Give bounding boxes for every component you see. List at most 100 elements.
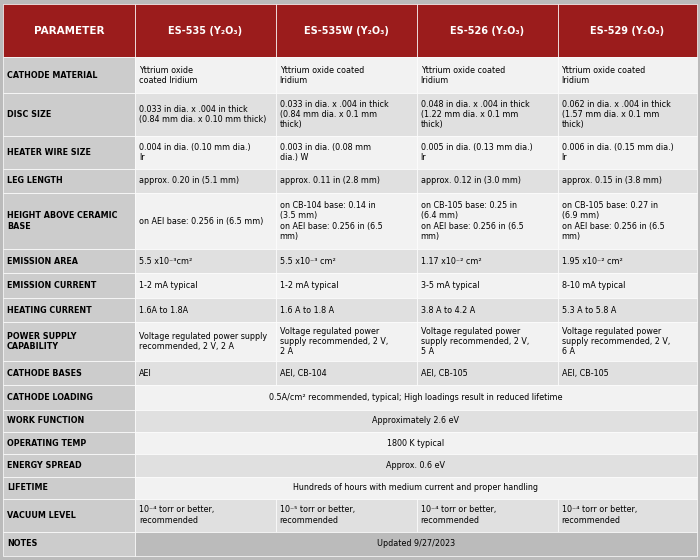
Bar <box>416 361 557 385</box>
Text: WORK FUNCTION: WORK FUNCTION <box>7 417 84 426</box>
Bar <box>276 193 416 249</box>
Bar <box>135 454 697 477</box>
Text: ES-535 (Y₂O₃): ES-535 (Y₂O₃) <box>168 26 242 36</box>
Bar <box>135 385 697 410</box>
Text: Voltage regulated power
supply recommended, 2 V,
6 A: Voltage regulated power supply recommend… <box>561 326 670 357</box>
Text: OPERATING TEMP: OPERATING TEMP <box>7 438 86 448</box>
Bar <box>135 193 276 249</box>
Bar <box>135 361 276 385</box>
Bar <box>135 93 276 136</box>
Text: 1.17 x10⁻² cm²: 1.17 x10⁻² cm² <box>421 256 481 265</box>
Bar <box>3 499 135 531</box>
Text: 3-5 mA typical: 3-5 mA typical <box>421 281 479 290</box>
Text: Approx. 0.6 eV: Approx. 0.6 eV <box>386 461 445 470</box>
Bar <box>557 249 697 273</box>
Bar <box>416 93 557 136</box>
Bar <box>416 169 557 193</box>
Text: CATHODE BASES: CATHODE BASES <box>7 368 82 377</box>
Bar <box>276 323 416 361</box>
Text: Hundreds of hours with medium current and proper handling: Hundreds of hours with medium current an… <box>293 483 538 492</box>
Bar <box>3 4 135 58</box>
Bar <box>557 323 697 361</box>
Text: 10⁻⁵ torr or better,
recommended: 10⁻⁵ torr or better, recommended <box>280 506 355 525</box>
Bar <box>135 136 276 169</box>
Bar <box>557 273 697 298</box>
Text: 3.8 A to 4.2 A: 3.8 A to 4.2 A <box>421 306 475 315</box>
Text: Yttrium oxide coated
Iridium: Yttrium oxide coated Iridium <box>421 66 505 85</box>
Text: 0.004 in dia. (0.10 mm dia.)
Ir: 0.004 in dia. (0.10 mm dia.) Ir <box>139 143 251 162</box>
Bar <box>135 531 697 556</box>
Text: ES-529 (Y₂O₃): ES-529 (Y₂O₃) <box>590 26 664 36</box>
Text: LIFETIME: LIFETIME <box>7 483 48 492</box>
Bar <box>135 410 697 432</box>
Bar <box>557 499 697 531</box>
Text: DISC SIZE: DISC SIZE <box>7 110 51 119</box>
Text: 1.6A to 1.8A: 1.6A to 1.8A <box>139 306 188 315</box>
Bar <box>276 499 416 531</box>
Text: Updated 9/27/2023: Updated 9/27/2023 <box>377 539 455 548</box>
Text: Yttrium oxide
coated Iridium: Yttrium oxide coated Iridium <box>139 66 197 85</box>
Text: 1.95 x10⁻² cm²: 1.95 x10⁻² cm² <box>561 256 622 265</box>
Bar <box>135 169 276 193</box>
Text: 0.003 in dia. (0.08 mm
dia.) W: 0.003 in dia. (0.08 mm dia.) W <box>280 143 371 162</box>
Bar <box>135 298 276 323</box>
Text: NOTES: NOTES <box>7 539 37 548</box>
Bar <box>3 136 135 169</box>
Bar <box>276 249 416 273</box>
Bar <box>3 323 135 361</box>
Text: approx. 0.20 in (5.1 mm): approx. 0.20 in (5.1 mm) <box>139 176 239 185</box>
Bar <box>557 298 697 323</box>
Text: CATHODE LOADING: CATHODE LOADING <box>7 393 93 402</box>
Text: HEATER WIRE SIZE: HEATER WIRE SIZE <box>7 148 91 157</box>
Text: approx. 0.11 in (2.8 mm): approx. 0.11 in (2.8 mm) <box>280 176 379 185</box>
Bar <box>557 93 697 136</box>
Text: 0.006 in dia. (0.15 mm dia.)
Ir: 0.006 in dia. (0.15 mm dia.) Ir <box>561 143 673 162</box>
Text: approx. 0.15 in (3.8 mm): approx. 0.15 in (3.8 mm) <box>561 176 661 185</box>
Text: POWER SUPPLY
CAPABILITY: POWER SUPPLY CAPABILITY <box>7 332 76 351</box>
Text: Approximately 2.6 eV: Approximately 2.6 eV <box>372 417 459 426</box>
Text: on CB-104 base: 0.14 in
(3.5 mm)
on AEI base: 0.256 in (6.5
mm): on CB-104 base: 0.14 in (3.5 mm) on AEI … <box>280 201 382 241</box>
Bar <box>3 58 135 93</box>
Bar <box>557 169 697 193</box>
Text: on CB-105 base: 0.27 in
(6.9 mm)
on AEI base: 0.256 in (6.5
mm): on CB-105 base: 0.27 in (6.9 mm) on AEI … <box>561 201 664 241</box>
Bar <box>3 385 135 410</box>
Text: ENERGY SPREAD: ENERGY SPREAD <box>7 461 82 470</box>
Bar <box>276 169 416 193</box>
Bar <box>416 136 557 169</box>
Text: Voltage regulated power
supply recommended, 2 V,
2 A: Voltage regulated power supply recommend… <box>280 326 388 357</box>
Bar <box>135 432 697 454</box>
Text: EMISSION CURRENT: EMISSION CURRENT <box>7 281 97 290</box>
Bar <box>3 454 135 477</box>
Bar <box>557 136 697 169</box>
Bar <box>3 249 135 273</box>
Bar <box>557 58 697 93</box>
Text: AEI, CB-105: AEI, CB-105 <box>421 368 468 377</box>
Bar <box>3 410 135 432</box>
Text: 10⁻⁴ torr or better,
recommended: 10⁻⁴ torr or better, recommended <box>561 506 637 525</box>
Bar <box>416 273 557 298</box>
Text: AEI, CB-104: AEI, CB-104 <box>280 368 326 377</box>
Text: 1-2 mA typical: 1-2 mA typical <box>280 281 338 290</box>
Text: 5.3 A to 5.8 A: 5.3 A to 5.8 A <box>561 306 616 315</box>
Bar <box>135 499 276 531</box>
Text: 1-2 mA typical: 1-2 mA typical <box>139 281 197 290</box>
Text: Voltage regulated power
supply recommended, 2 V,
5 A: Voltage regulated power supply recommend… <box>421 326 529 357</box>
Bar <box>416 193 557 249</box>
Text: on CB-105 base: 0.25 in
(6.4 mm)
on AEI base: 0.256 in (6.5
mm): on CB-105 base: 0.25 in (6.4 mm) on AEI … <box>421 201 524 241</box>
Bar <box>3 169 135 193</box>
Text: ES-535W (Y₂O₃): ES-535W (Y₂O₃) <box>304 26 389 36</box>
Text: EMISSION AREA: EMISSION AREA <box>7 256 78 265</box>
Bar <box>3 298 135 323</box>
Bar <box>416 249 557 273</box>
Text: 0.5A/cm² recommended, typical; High loadings result in reduced lifetime: 0.5A/cm² recommended, typical; High load… <box>270 393 563 402</box>
Bar <box>3 193 135 249</box>
Text: Voltage regulated power supply
recommended, 2 V, 2 A: Voltage regulated power supply recommend… <box>139 332 267 351</box>
Text: AEI: AEI <box>139 368 152 377</box>
Bar <box>276 93 416 136</box>
Text: 1800 K typical: 1800 K typical <box>387 438 444 448</box>
Bar <box>276 298 416 323</box>
Bar <box>276 4 416 58</box>
Bar <box>557 4 697 58</box>
Text: CATHODE MATERIAL: CATHODE MATERIAL <box>7 71 97 80</box>
Text: on AEI base: 0.256 in (6.5 mm): on AEI base: 0.256 in (6.5 mm) <box>139 217 263 226</box>
